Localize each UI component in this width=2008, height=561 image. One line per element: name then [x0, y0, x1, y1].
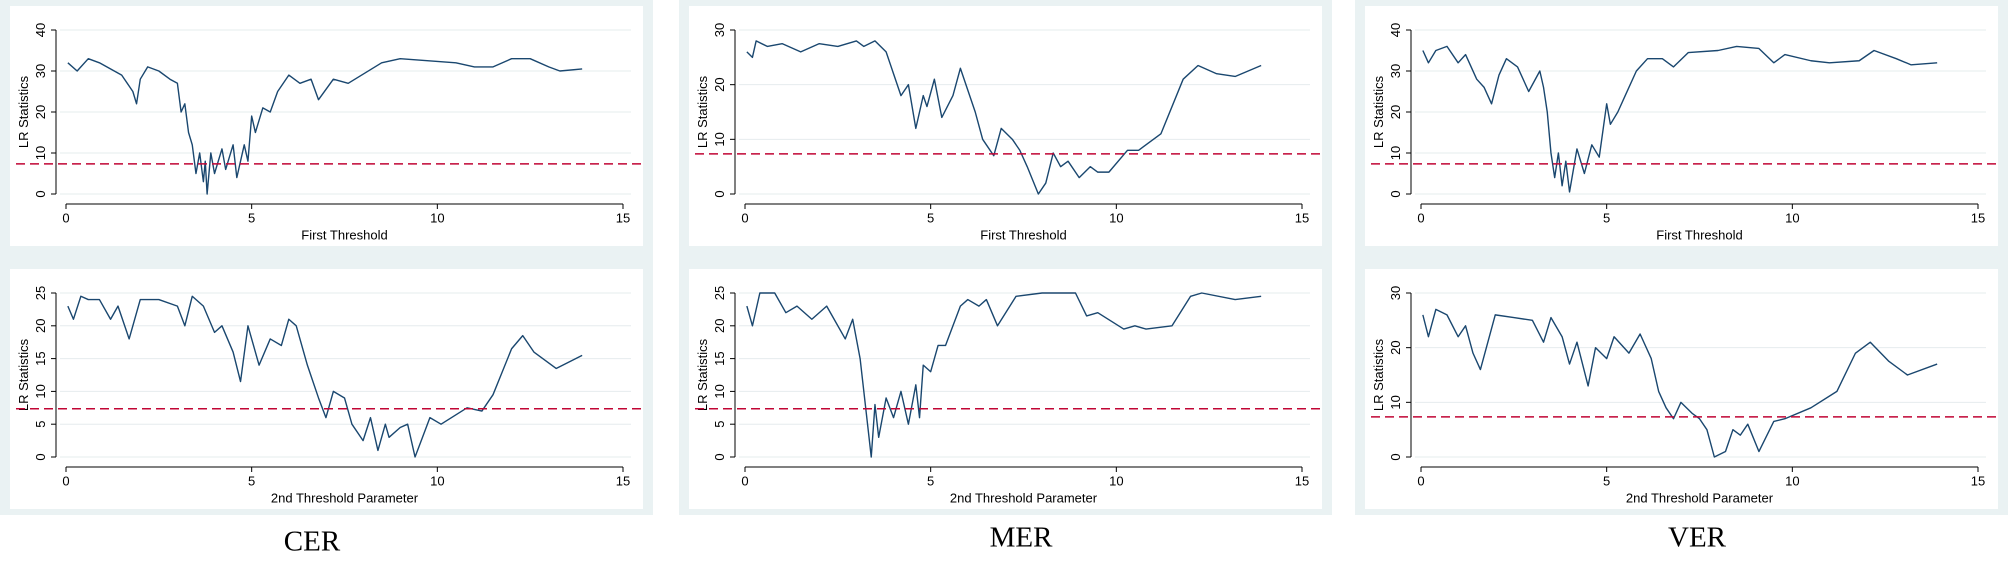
y-tick-label: 10	[33, 384, 48, 398]
panel-label: VER	[1668, 522, 1727, 554]
subplot: 0 10 20 30 40 LR Statistics 0 5 10 15 First Thresh…	[1365, 6, 1998, 246]
y-tick-label: 5	[33, 421, 48, 428]
y-tick-label: 10	[33, 146, 48, 160]
x-tick-label: 5	[1603, 473, 1610, 488]
subplot: 0 10 20 30 40 LR Statistics 0 5 10 15 First Thresh…	[10, 6, 643, 246]
y-tick-label: 0	[712, 190, 727, 197]
y-tick-label: 15	[712, 351, 727, 365]
y-tick-label: 10	[712, 132, 727, 146]
x-axis-title: 2nd Threshold Parameter	[1626, 490, 1774, 505]
x-tick-label: 5	[248, 210, 255, 225]
x-tick-label: 0	[62, 473, 69, 488]
y-tick-label: 30	[1388, 64, 1403, 78]
x-tick-label: 0	[741, 210, 748, 225]
y-tick-label: 20	[33, 319, 48, 333]
y-tick-label: 0	[1388, 453, 1403, 460]
x-tick-label: 0	[1417, 473, 1424, 488]
y-tick-label: 20	[1388, 105, 1403, 119]
y-tick-label: 5	[712, 421, 727, 428]
x-tick-label: 10	[430, 473, 444, 488]
y-axis-title: LR Statistics	[16, 338, 31, 411]
x-tick-label: 15	[1971, 210, 1985, 225]
x-tick-label: 5	[1603, 210, 1610, 225]
data-line	[67, 295, 583, 458]
x-tick-label: 0	[62, 210, 69, 225]
plot-background	[10, 6, 643, 246]
y-tick-label: 0	[712, 453, 727, 460]
x-tick-label: 15	[616, 210, 630, 225]
x-axis-title: 2nd Threshold Parameter	[950, 490, 1098, 505]
y-tick-label: 0	[33, 453, 48, 460]
y-tick-label: 40	[1388, 23, 1403, 37]
x-tick-label: 10	[1785, 473, 1799, 488]
x-tick-label: 15	[616, 473, 630, 488]
y-axis-title: LR Statistics	[695, 75, 710, 148]
x-tick-label: 5	[927, 473, 934, 488]
plot-background	[10, 269, 643, 509]
y-tick-label: 10	[1388, 395, 1403, 409]
x-axis-title: First Threshold	[980, 227, 1066, 242]
y-tick-label: 0	[33, 190, 48, 197]
x-tick-label: 5	[248, 473, 255, 488]
y-tick-label: 10	[712, 384, 727, 398]
x-axis-title: First Threshold	[301, 227, 387, 242]
subplot: 0 10 20 30 LR Statistics 0 5 10 15 2nd Threshold …	[1365, 269, 1998, 509]
data-line	[746, 40, 1262, 195]
x-tick-label: 10	[1109, 210, 1123, 225]
y-axis-title: LR Statistics	[695, 338, 710, 411]
x-tick-label: 5	[927, 210, 934, 225]
y-tick-label: 25	[33, 286, 48, 300]
subplot: 0 10 20 30 LR Statistics 0 5 10 15 First Threshol…	[689, 6, 1322, 246]
y-tick-label: 30	[712, 23, 727, 37]
y-axis-title: LR Statistics	[1371, 338, 1386, 411]
y-tick-label: 20	[712, 77, 727, 91]
plot-background	[1365, 269, 1998, 509]
plot-background	[689, 6, 1322, 246]
y-tick-label: 10	[1388, 146, 1403, 160]
y-tick-label: 25	[712, 286, 727, 300]
y-tick-label: 15	[33, 351, 48, 365]
x-tick-label: 15	[1295, 210, 1309, 225]
panel-label: CER	[284, 526, 341, 556]
x-axis-title: First Threshold	[1656, 227, 1742, 242]
y-tick-label: 30	[1388, 286, 1403, 300]
panel-label: MER	[990, 522, 1054, 554]
y-tick-label: 20	[1388, 340, 1403, 354]
y-tick-label: 20	[33, 105, 48, 119]
y-tick-label: 0	[1388, 190, 1403, 197]
y-tick-label: 40	[33, 23, 48, 37]
x-axis-title: 2nd Threshold Parameter	[271, 490, 419, 505]
x-tick-label: 15	[1295, 473, 1309, 488]
data-line	[67, 58, 583, 195]
y-tick-label: 30	[33, 64, 48, 78]
y-tick-label: 20	[712, 319, 727, 333]
x-tick-label: 15	[1971, 473, 1985, 488]
data-line	[746, 292, 1262, 458]
data-line	[1422, 45, 1938, 193]
data-line	[1422, 308, 1938, 458]
y-axis-title: LR Statistics	[16, 75, 31, 148]
subplot: 0 5 10 15 20 25 LR Statistics 0 5 10 15 2nd Thresho…	[10, 269, 643, 509]
subplot: 0 5 10 15 20 25 LR Statistics 0 5 10 15 2nd Thresho…	[689, 269, 1322, 509]
x-tick-label: 10	[1109, 473, 1123, 488]
x-tick-label: 10	[430, 210, 444, 225]
plot-background	[1365, 6, 1998, 246]
y-axis-title: LR Statistics	[1371, 75, 1386, 148]
plot-background	[689, 269, 1322, 509]
x-tick-label: 0	[1417, 210, 1424, 225]
x-tick-label: 10	[1785, 210, 1799, 225]
x-tick-label: 0	[741, 473, 748, 488]
